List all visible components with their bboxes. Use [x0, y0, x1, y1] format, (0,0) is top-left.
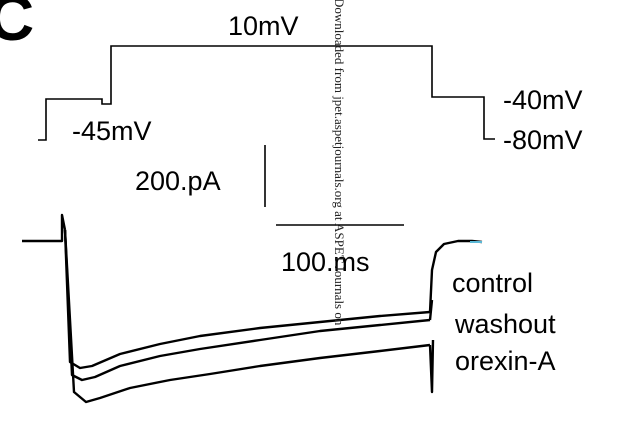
trace-control: [63, 229, 431, 370]
legend-control: control: [452, 268, 533, 298]
panel-letter: C: [0, 0, 34, 54]
time-scale-label: 100.ms: [281, 247, 370, 277]
vertical-watermark: Downloaded from jpet.aspetjournals.org a…: [332, 0, 347, 326]
end-voltage-label: -80mV: [503, 125, 583, 155]
legend-washout: washout: [454, 309, 556, 339]
voltage-protocol-trace: [38, 45, 495, 141]
return-voltage-label: -40mV: [503, 85, 583, 115]
legend-orexin-a: orexin-A: [455, 346, 556, 376]
current-traces: [22, 213, 483, 404]
baseline-trace: [22, 213, 67, 243]
trace-washout: [63, 229, 431, 382]
hold-voltage-label: -45mV: [72, 116, 152, 146]
current-scale-label: 200.pA: [135, 166, 221, 196]
trace-orexin-a: [63, 229, 431, 404]
step-voltage-label: 10mV: [228, 11, 299, 41]
